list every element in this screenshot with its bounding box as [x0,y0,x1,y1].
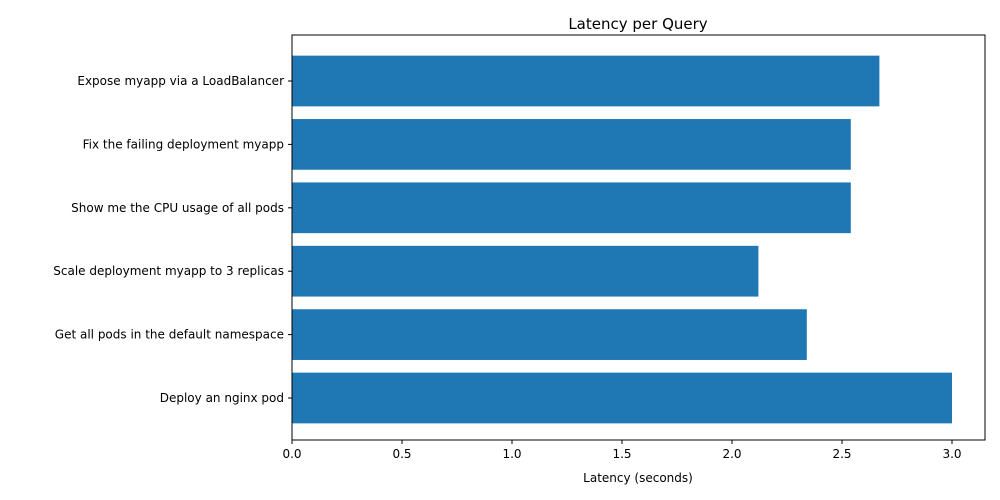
chart-title: Latency per Query [568,15,707,33]
x-tick-label-0: 0.0 [282,447,301,461]
bar-2 [292,245,759,297]
x-tick-label-1: 0.5 [392,447,411,461]
bar-5 [292,55,880,107]
x-axis-ticks: 0.0 0.5 1.0 1.5 2.0 2.5 3.0 [282,440,962,461]
x-tick-label-4: 2.0 [722,447,741,461]
category-label-2: Scale deployment myapp to 3 replicas [53,264,284,278]
x-axis-label: Latency (seconds) [583,471,693,485]
x-tick-label-5: 2.5 [832,447,851,461]
bar-1 [292,309,807,360]
x-tick-label-3: 1.5 [612,447,631,461]
bar-0 [292,372,952,424]
category-labels: Deploy an nginx pod Get all pods in the d… [53,74,292,405]
category-label-1: Get all pods in the default namespace [55,328,284,342]
x-tick-label-2: 1.0 [502,447,521,461]
category-label-5: Expose myapp via a LoadBalancer [77,74,284,88]
category-label-3: Show me the CPU usage of all pods [71,201,284,215]
x-tick-label-6: 3.0 [942,447,961,461]
category-label-4: Fix the failing deployment myapp [83,137,284,151]
bars-group [292,55,952,424]
bar-4 [292,119,851,170]
category-label-0: Deploy an nginx pod [160,391,284,405]
plot-frame [291,34,986,441]
bar-3 [292,182,851,234]
